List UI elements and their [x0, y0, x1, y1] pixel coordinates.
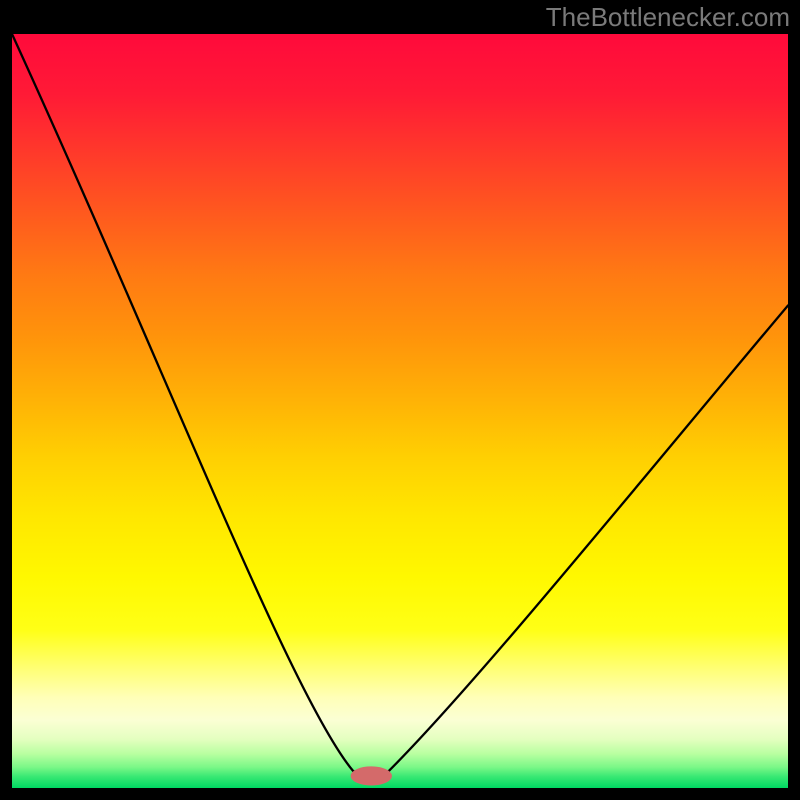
bottleneck-chart-svg — [12, 34, 788, 788]
chart-frame: TheBottlenecker.com — [0, 0, 800, 800]
watermark-text: TheBottlenecker.com — [546, 2, 790, 33]
gradient-background — [12, 34, 788, 788]
plot-area — [12, 34, 788, 788]
optimal-marker — [351, 767, 391, 785]
